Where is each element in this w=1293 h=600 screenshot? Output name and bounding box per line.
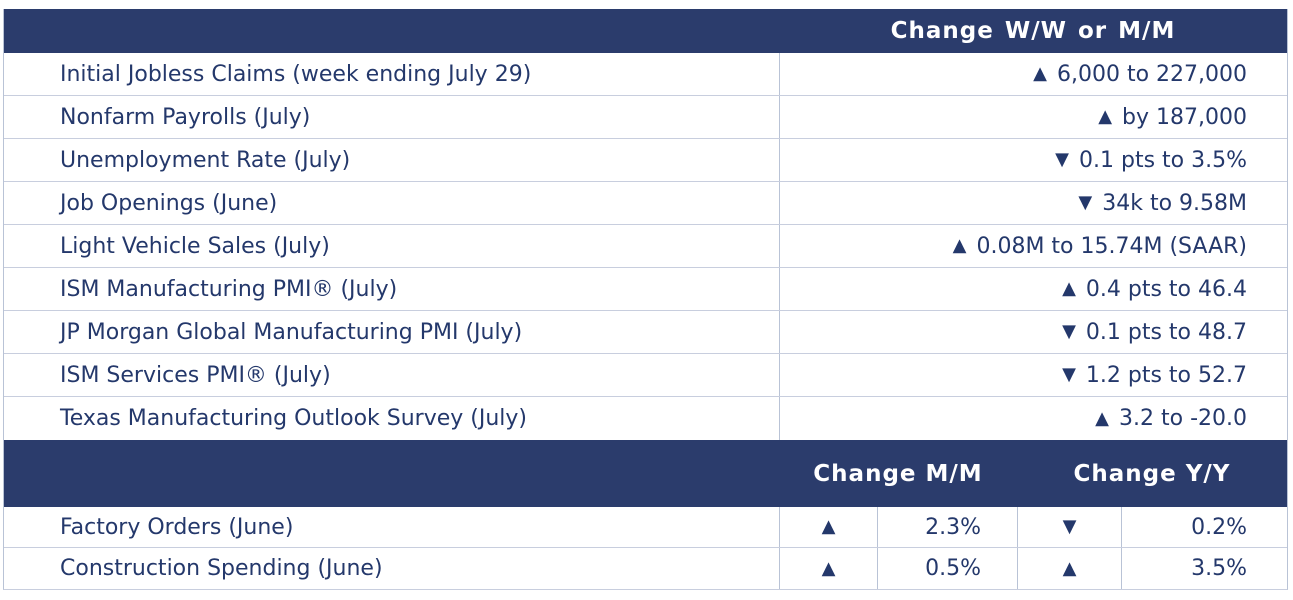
economic-indicators-table: Change W/W or M/M Initial Jobless Claims… bbox=[3, 9, 1288, 590]
row-value-cell: ▼ 34k to 9.58M bbox=[779, 182, 1287, 224]
table-row-jp-morgan-global-manufacturing-pmi: JP Morgan Global Manufacturing PMI (July… bbox=[4, 311, 1287, 354]
row-value-cell: ▼ 0.1 pts to 48.7 bbox=[779, 311, 1287, 353]
yy-value: 3.5% bbox=[1121, 548, 1287, 589]
row-value-cell: ▲ 6,000 to 227,000 bbox=[779, 53, 1287, 95]
row-label: Initial Jobless Claims (week ending July… bbox=[60, 61, 532, 87]
up-arrow-icon: ▲ bbox=[1095, 407, 1110, 429]
row-value: 34k to 9.58M bbox=[1102, 190, 1247, 216]
up-arrow-icon: ▲ bbox=[821, 516, 836, 537]
row-value: 6,000 to 227,000 bbox=[1056, 61, 1247, 87]
column-header-change-ww-mm: Change W/W or M/M bbox=[890, 18, 1176, 44]
mm-arrow-cell: ▲ bbox=[779, 507, 877, 547]
row-label: ISM Manufacturing PMI® (July) bbox=[60, 276, 398, 302]
row-value: 1.2 pts to 52.7 bbox=[1085, 362, 1247, 388]
up-arrow-icon: ▲ bbox=[1062, 557, 1077, 579]
up-arrow-icon: ▲ bbox=[1062, 278, 1076, 299]
mm-value: 2.3% bbox=[877, 507, 1017, 547]
row-label: Construction Spending (June) bbox=[60, 556, 383, 581]
down-arrow-icon: ▼ bbox=[1055, 149, 1069, 170]
down-arrow-icon: ▼ bbox=[1062, 364, 1076, 385]
row-value: 0.1 pts to 48.7 bbox=[1085, 319, 1247, 345]
table-row-ism-manufacturing-pmi: ISM Manufacturing PMI® (July) ▲ 0.4 pts … bbox=[4, 268, 1287, 311]
down-arrow-icon: ▼ bbox=[1062, 321, 1076, 342]
up-arrow-icon: ▲ bbox=[1033, 63, 1047, 84]
row-label: ISM Services PMI® (July) bbox=[60, 362, 331, 388]
row-label: Nonfarm Payrolls (July) bbox=[60, 104, 311, 130]
yy-arrow-cell: ▲ bbox=[1017, 548, 1121, 589]
down-arrow-icon: ▼ bbox=[1062, 516, 1077, 537]
row-value: by 187,000 bbox=[1122, 104, 1247, 130]
up-arrow-icon: ▲ bbox=[952, 235, 967, 256]
table-row-job-openings: Job Openings (June) ▼ 34k to 9.58M bbox=[4, 182, 1287, 225]
mm-value: 0.5% bbox=[877, 548, 1017, 589]
table-row-texas-manufacturing-outlook: Texas Manufacturing Outlook Survey (July… bbox=[4, 397, 1287, 440]
yy-arrow-cell: ▼ bbox=[1017, 507, 1121, 547]
row-value: 0.08M to 15.74M (SAAR) bbox=[976, 233, 1247, 259]
down-arrow-icon: ▼ bbox=[1078, 192, 1093, 213]
row-value-cell: ▲ 3.2 to -20.0 bbox=[779, 397, 1287, 440]
yy-value: 0.2% bbox=[1121, 507, 1287, 547]
row-label: Unemployment Rate (July) bbox=[60, 147, 351, 173]
table-header-monthly-yearly: Change M/M Change Y/Y bbox=[4, 440, 1287, 507]
row-value-cell: ▲ 0.4 pts to 46.4 bbox=[779, 268, 1287, 310]
row-value: 3.2 to -20.0 bbox=[1119, 406, 1247, 431]
row-label: Factory Orders (June) bbox=[60, 514, 294, 540]
row-value-cell: ▼ 0.1 pts to 3.5% bbox=[779, 139, 1287, 181]
up-arrow-icon: ▲ bbox=[1098, 106, 1113, 127]
row-label: Light Vehicle Sales (July) bbox=[60, 233, 330, 259]
row-value: 0.1 pts to 3.5% bbox=[1079, 147, 1247, 173]
mm-arrow-cell: ▲ bbox=[779, 548, 877, 589]
row-value-cell: ▲ by 187,000 bbox=[779, 96, 1287, 138]
table-row-light-vehicle-sales: Light Vehicle Sales (July) ▲ 0.08M to 15… bbox=[4, 225, 1287, 268]
table-row-construction-spending: Construction Spending (June) ▲ 0.5% ▲ 3.… bbox=[4, 548, 1287, 589]
row-label: JP Morgan Global Manufacturing PMI (July… bbox=[60, 319, 523, 345]
table-header-weekly-monthly: Change W/W or M/M bbox=[4, 9, 1287, 53]
header-label-spacer bbox=[4, 440, 779, 507]
row-value-cell: ▼ 1.2 pts to 52.7 bbox=[779, 354, 1287, 396]
row-value: 0.4 pts to 46.4 bbox=[1085, 276, 1247, 302]
table-row-factory-orders: Factory Orders (June) ▲ 2.3% ▼ 0.2% bbox=[4, 507, 1287, 548]
table-row-unemployment-rate: Unemployment Rate (July) ▼ 0.1 pts to 3.… bbox=[4, 139, 1287, 182]
row-label: Texas Manufacturing Outlook Survey (July… bbox=[60, 406, 528, 431]
table-row-nonfarm-payrolls: Nonfarm Payrolls (July) ▲ by 187,000 bbox=[4, 96, 1287, 139]
column-header-change-mm: Change M/M bbox=[813, 460, 983, 487]
table-row-initial-jobless-claims: Initial Jobless Claims (week ending July… bbox=[4, 53, 1287, 96]
row-value-cell: ▲ 0.08M to 15.74M (SAAR) bbox=[779, 225, 1287, 267]
table-row-ism-services-pmi: ISM Services PMI® (July) ▼ 1.2 pts to 52… bbox=[4, 354, 1287, 397]
header-label-spacer bbox=[4, 9, 779, 53]
row-label: Job Openings (June) bbox=[60, 190, 278, 216]
column-header-change-yy: Change Y/Y bbox=[1073, 460, 1231, 487]
up-arrow-icon: ▲ bbox=[821, 557, 836, 579]
